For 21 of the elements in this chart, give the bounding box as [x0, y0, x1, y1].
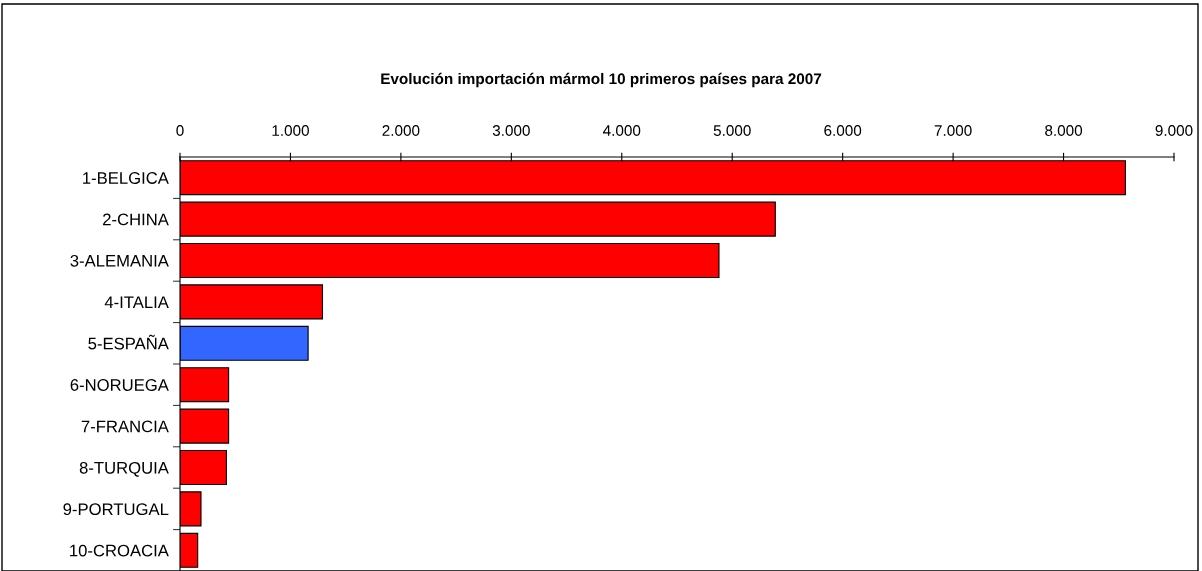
y-tick-label: 9-PORTUGAL [63, 503, 169, 516]
x-tick-label: 8.000 [1045, 125, 1083, 136]
y-tick-label: 1-BELGICA [83, 172, 169, 184]
x-tick-label: 0 [176, 125, 184, 136]
x-tick-label: 3.000 [492, 125, 530, 136]
y-tick-label: 3-ALEMANIA [70, 254, 169, 267]
y-tick-label: 6-NORUEGA [70, 379, 169, 391]
y-tick-label: 8-TURQUIA [79, 461, 169, 477]
x-tick-label: 4.000 [603, 125, 641, 136]
y-tick-label: 5-ESPAÑA [88, 334, 169, 350]
y-tick-label: 4-ITALIA [104, 296, 169, 308]
y-tick-label: 2-CHINA [103, 213, 169, 226]
x-tick-label: 1.000 [272, 125, 309, 136]
chart-title: Evolución importación mármol 10 primeros países para 2007 [381, 72, 822, 88]
x-tick-label: 9.000 [1155, 125, 1193, 136]
x-tick-label: 5.000 [713, 125, 751, 136]
y-tick-label: 7-FRANCIA [81, 420, 169, 433]
y-tick-label: 10-CROACIA [70, 544, 169, 557]
x-tick-label: 7.000 [934, 125, 972, 136]
x-tick-label: 6.000 [824, 125, 862, 136]
x-tick-label: 2.000 [382, 125, 420, 136]
